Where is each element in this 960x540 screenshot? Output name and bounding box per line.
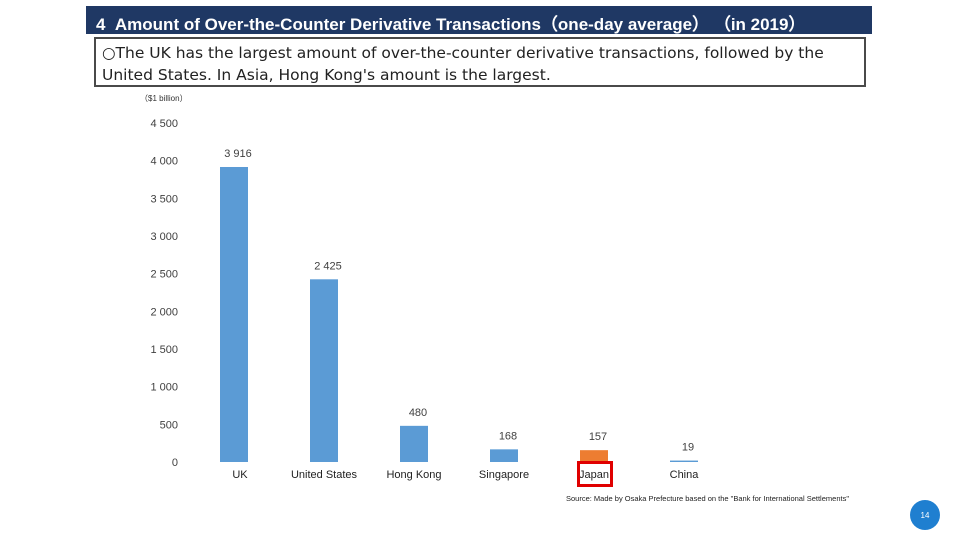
data-label: 157 — [589, 431, 607, 443]
y-tick-label: 500 — [160, 419, 178, 431]
bar-china — [670, 460, 698, 462]
x-tick-label: Japan — [579, 469, 609, 481]
page-number: 14 — [910, 500, 940, 530]
y-tick-label: 4 000 — [150, 156, 178, 168]
y-tick-label: 1 500 — [150, 344, 178, 356]
y-tick-label: 3 500 — [150, 193, 178, 205]
x-tick-label: United States — [291, 469, 358, 481]
summary-text: ○The UK has the largest amount of over-t… — [94, 37, 866, 87]
slide-title: 4 Amount of Over-the-Counter Derivative … — [86, 6, 872, 34]
bar-japan — [580, 450, 608, 462]
data-label: 168 — [499, 430, 517, 442]
data-label: 3 916 — [224, 148, 252, 160]
unit-label: （$1 billion） — [140, 94, 188, 103]
data-label: 2 425 — [314, 260, 342, 272]
data-labels: 3 916 2 425 480 168 157 19 — [224, 148, 694, 454]
y-tick-label: 2 500 — [150, 269, 178, 281]
bar-hong-kong — [400, 425, 428, 462]
y-tick-label: 1 000 — [150, 382, 178, 394]
bar-singapore — [490, 449, 518, 462]
bar-uk — [220, 166, 248, 462]
data-label: 480 — [409, 407, 427, 419]
x-tick-label: UK — [232, 469, 248, 481]
y-tick-label: 4 500 — [150, 118, 178, 130]
chart-bars — [220, 166, 698, 462]
y-tick-label: 0 — [172, 457, 178, 469]
x-axis-ticks: UK United States Hong Kong Singapore Japan Ch… — [232, 469, 699, 481]
y-tick-label: 3 000 — [150, 231, 178, 243]
data-label: 19 — [682, 442, 694, 454]
x-tick-label: China — [670, 469, 700, 481]
x-tick-label: Hong Kong — [386, 469, 441, 481]
japan-highlight-box — [577, 461, 613, 487]
source-note: Source: Made by Osaka Prefecture based o… — [566, 494, 849, 503]
bar-united-states — [310, 279, 338, 462]
x-tick-label: Singapore — [479, 469, 529, 481]
y-axis-ticks: 0 500 1 000 1 500 2 000 2 500 3 000 3 500 4 000 4… — [150, 118, 178, 469]
y-tick-label: 2 000 — [150, 306, 178, 318]
